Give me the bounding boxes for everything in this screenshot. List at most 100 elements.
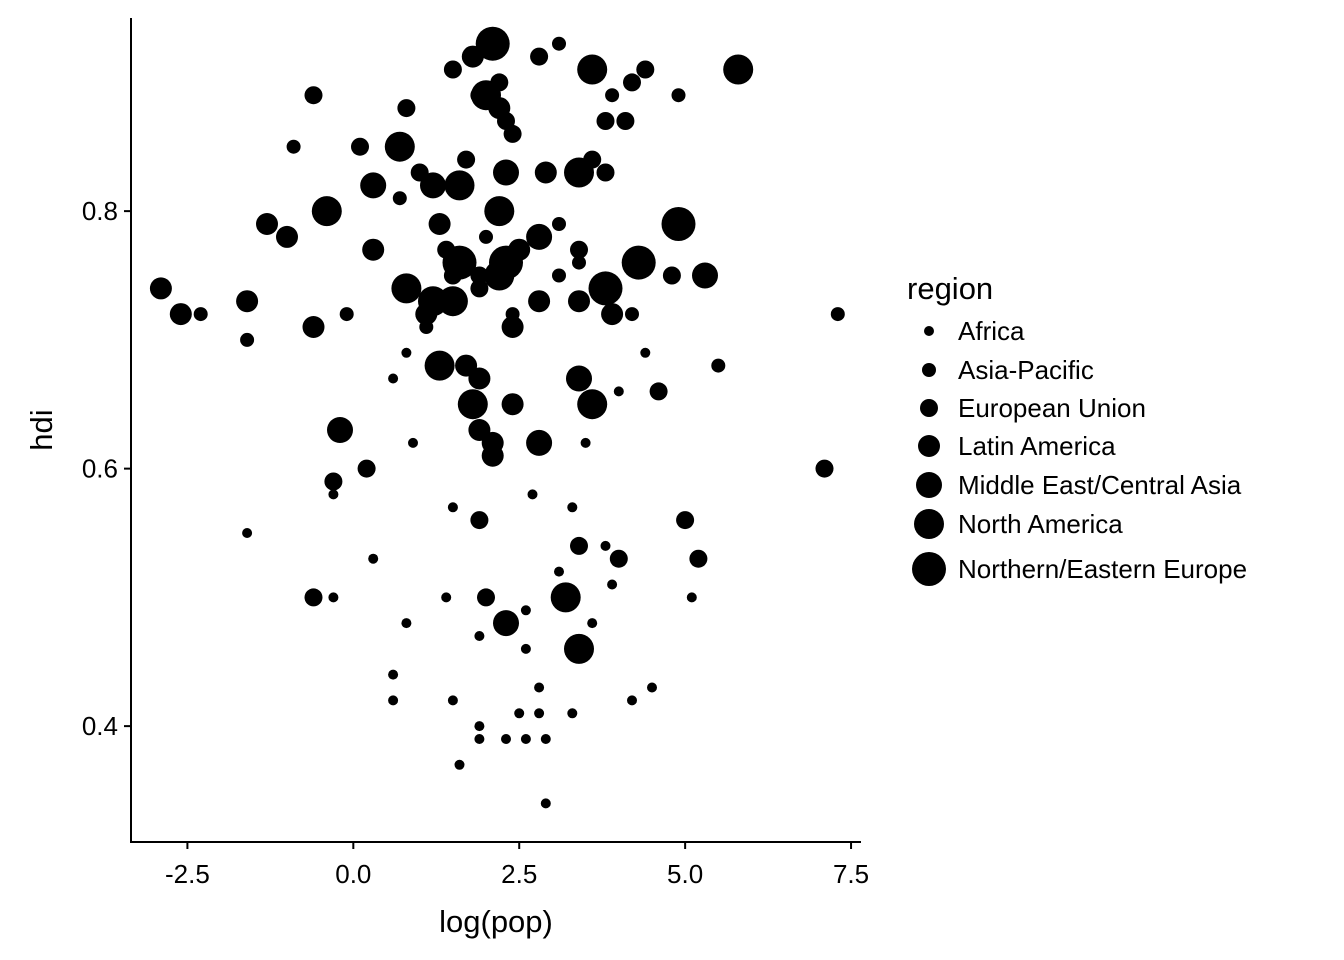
data-point — [607, 579, 618, 590]
data-point — [388, 695, 399, 706]
data-point — [392, 191, 407, 206]
data-point — [415, 303, 438, 326]
legend-key — [916, 472, 942, 498]
data-point — [428, 213, 451, 235]
data-point — [276, 225, 298, 248]
data-point — [443, 266, 462, 285]
data-point — [339, 307, 354, 322]
data-point — [503, 124, 522, 143]
data-point — [302, 316, 325, 338]
data-point — [470, 511, 489, 530]
legend-key — [920, 399, 938, 417]
legend-label: Asia-Pacific — [958, 355, 1094, 385]
data-point — [441, 592, 452, 603]
data-point — [580, 437, 591, 448]
data-point — [304, 588, 323, 607]
legend-label: North America — [958, 509, 1123, 539]
legend-key — [924, 326, 934, 336]
data-point — [256, 213, 278, 235]
data-point — [236, 290, 259, 313]
x-axis-ticks: -2.5 0.0 2.5 5.0 7.5 — [165, 842, 869, 889]
legend-label: Latin America — [958, 431, 1116, 461]
data-point — [477, 588, 495, 607]
data-point — [570, 240, 588, 259]
data-point — [437, 286, 468, 317]
data-point — [723, 54, 754, 85]
data-point — [550, 582, 581, 613]
data-point — [567, 708, 578, 719]
data-point — [577, 389, 608, 420]
data-point — [419, 320, 434, 334]
data-point — [534, 682, 545, 693]
x-axis-title: log(pop) — [439, 904, 553, 939]
data-point — [564, 633, 594, 664]
x-tick-label: 2.5 — [501, 859, 537, 889]
data-point — [647, 682, 657, 693]
data-point — [328, 489, 339, 500]
data-point — [484, 196, 515, 227]
data-point — [501, 734, 511, 744]
data-point — [686, 592, 697, 603]
legend: region Africa Asia-Pacific European Union L… — [907, 271, 1247, 586]
y-axis-ticks: 0.4 0.6 0.8 — [82, 196, 131, 741]
data-point — [457, 150, 476, 169]
legend-label: Africa — [958, 316, 1025, 346]
data-point — [474, 631, 485, 641]
data-point — [526, 223, 553, 250]
data-point — [596, 163, 615, 182]
data-point — [461, 45, 484, 68]
data-point — [384, 131, 415, 162]
data-point — [328, 592, 339, 603]
data-point — [520, 605, 531, 616]
data-point — [362, 238, 385, 261]
data-point — [479, 229, 493, 244]
data-point — [286, 139, 301, 154]
data-point — [474, 721, 485, 732]
data-point — [240, 332, 255, 347]
data-point — [570, 536, 588, 555]
data-point — [501, 393, 524, 416]
legend-label: European Union — [958, 393, 1146, 423]
data-point — [613, 386, 624, 397]
data-point — [627, 695, 637, 706]
data-point — [616, 112, 635, 130]
data-point — [493, 159, 519, 186]
data-point — [568, 290, 590, 313]
data-point — [662, 266, 681, 285]
data-point — [572, 255, 586, 270]
data-point — [540, 798, 551, 809]
data-point — [368, 553, 379, 564]
data-point — [534, 161, 557, 184]
data-point — [621, 245, 656, 280]
data-point — [324, 472, 343, 491]
data-point — [447, 502, 458, 513]
data-point — [567, 502, 578, 513]
data-point — [457, 389, 488, 420]
data-point — [528, 290, 551, 313]
data-point — [351, 137, 369, 156]
data-point — [692, 262, 718, 289]
legend-key — [918, 435, 940, 457]
data-point — [625, 307, 639, 322]
data-point — [304, 86, 323, 105]
data-point — [501, 316, 524, 338]
data-point — [661, 207, 696, 241]
data-point — [481, 444, 504, 467]
data-point — [408, 437, 418, 448]
legend-key — [922, 363, 936, 377]
data-point — [520, 734, 531, 744]
data-point — [636, 60, 655, 79]
data-point — [420, 172, 446, 199]
data-point — [443, 60, 462, 79]
x-tick-label: -2.5 — [165, 859, 210, 889]
data-point — [149, 277, 172, 300]
data-point — [311, 196, 342, 227]
data-point — [454, 759, 465, 770]
data-point — [520, 643, 531, 654]
data-point — [588, 271, 623, 306]
data-point — [815, 459, 834, 478]
data-point — [689, 549, 708, 568]
data-point — [391, 273, 422, 304]
data-point — [526, 429, 553, 456]
data-point — [493, 610, 519, 637]
